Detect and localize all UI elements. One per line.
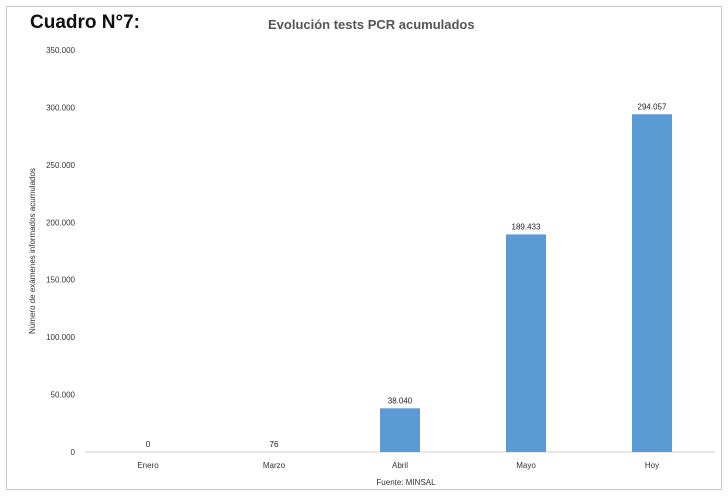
bars [254,114,672,453]
y-tick-label: 250.000 [46,161,75,170]
data-label: 294.057 [638,102,667,111]
data-label: 189.433 [512,222,541,231]
figure-number-label: Cuadro N°7: [30,12,140,33]
x-category-label: Hoy [645,461,659,470]
y-tick-label: 300.000 [46,103,75,112]
data-label: 76 [270,440,279,449]
y-tick-label: 350.000 [46,46,75,55]
axes: 0 50.000 100.000 150.000 200.000 250.000 300.0… [46,46,715,470]
x-axis-title: Fuente: MINSAL [376,478,436,487]
x-category-label: Marzo [263,461,286,470]
bar [506,234,546,452]
chart-title: Evolución tests PCR acumulados [268,17,475,32]
y-axis-title: Número de exámenes informados acumulados [28,168,37,334]
chart-frame [6,6,722,490]
x-category-label: Mayo [516,461,536,470]
data-label: 38.040 [388,396,413,405]
x-category-label: Enero [137,461,159,470]
data-labels: 0 76 38.040 189.433 294.057 [146,102,667,449]
bar [632,114,672,453]
bar [380,408,420,452]
y-tick-label: 100.000 [46,333,75,342]
data-label: 0 [146,440,151,449]
y-tick-label: 50.000 [51,391,76,400]
y-tick-label: 0 [71,448,76,457]
x-category-label: Abril [392,461,408,470]
y-tick-label: 200.000 [46,218,75,227]
y-tick-label: 150.000 [46,276,75,285]
